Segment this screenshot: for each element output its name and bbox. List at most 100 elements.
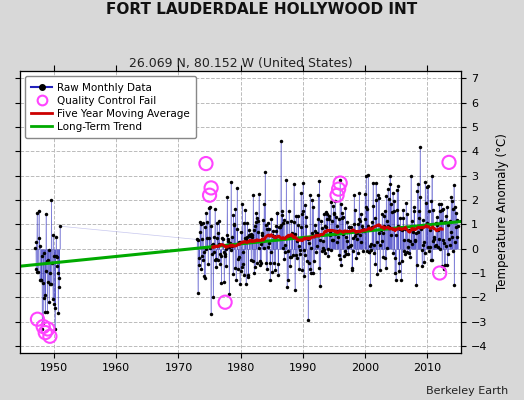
Point: [342, 251, 351, 258]
Point: [445, 218, 454, 225]
Point: [442, 243, 451, 249]
Point: [35, 277, 43, 284]
Point: [418, 217, 427, 224]
Point: [397, 225, 405, 232]
Point: [400, 237, 409, 244]
Point: [354, 220, 362, 227]
Point: [268, 269, 277, 276]
Point: [403, 211, 411, 217]
Point: [325, 232, 334, 238]
Point: [250, 222, 259, 229]
Point: [240, 272, 248, 278]
Point: [440, 240, 448, 246]
Point: [425, 248, 433, 254]
Point: [244, 272, 252, 278]
Point: [333, 222, 341, 229]
Point: [453, 216, 462, 223]
Point: [243, 233, 251, 240]
Point: [299, 180, 307, 186]
Point: [433, 227, 442, 233]
Point: [236, 239, 244, 245]
Point: [299, 208, 308, 214]
Point: [378, 254, 387, 260]
Point: [223, 194, 232, 200]
Point: [285, 234, 293, 240]
Point: [202, 246, 211, 252]
Point: [374, 230, 383, 236]
Point: [219, 242, 227, 249]
Point: [433, 222, 441, 228]
Point: [204, 235, 213, 241]
Point: [312, 248, 320, 255]
Point: [241, 207, 249, 213]
Point: [231, 205, 239, 212]
Point: [56, 223, 64, 229]
Point: [434, 235, 443, 242]
Point: [232, 226, 241, 232]
Point: [271, 236, 279, 242]
Point: [427, 198, 435, 204]
Point: [230, 222, 238, 228]
Point: [36, 242, 44, 249]
Point: [329, 237, 337, 243]
Point: [212, 256, 221, 262]
Point: [436, 245, 444, 252]
Point: [315, 264, 323, 271]
Point: [390, 198, 398, 204]
Point: [215, 240, 223, 247]
Point: [283, 218, 291, 225]
Point: [32, 266, 40, 272]
Point: [284, 248, 292, 254]
Point: [337, 201, 345, 207]
Point: [287, 254, 296, 260]
Point: [50, 252, 58, 259]
Point: [265, 226, 273, 232]
Point: [249, 227, 258, 234]
Point: [364, 172, 373, 178]
Point: [286, 254, 294, 260]
Point: [369, 242, 378, 248]
Point: [206, 310, 215, 317]
Point: [342, 234, 350, 240]
Point: [246, 231, 255, 237]
Point: [309, 204, 318, 210]
Point: [392, 232, 400, 238]
Point: [446, 241, 454, 248]
Point: [267, 216, 276, 222]
Point: [316, 282, 324, 289]
Point: [416, 214, 424, 221]
Point: [282, 284, 291, 290]
Point: [422, 184, 431, 190]
Point: [217, 253, 225, 259]
Point: [248, 258, 257, 264]
Point: [212, 264, 220, 270]
Point: [272, 209, 281, 216]
Point: [363, 248, 371, 254]
Point: [321, 209, 330, 216]
Point: [297, 190, 305, 196]
Point: [444, 221, 452, 228]
Point: [288, 230, 296, 236]
Point: [393, 186, 401, 193]
Point: [33, 210, 41, 216]
Point: [251, 264, 259, 270]
Point: [54, 310, 62, 316]
Point: [423, 220, 431, 226]
Point: [449, 248, 457, 254]
Point: [326, 228, 334, 235]
Point: [232, 277, 240, 283]
Point: [202, 160, 210, 167]
Point: [296, 251, 304, 258]
Point: [438, 263, 446, 269]
Point: [394, 183, 402, 190]
Point: [328, 236, 336, 243]
Text: Berkeley Earth: Berkeley Earth: [426, 386, 508, 396]
Point: [347, 266, 356, 273]
Point: [242, 281, 250, 288]
Point: [196, 221, 205, 227]
Point: [235, 280, 244, 287]
Point: [233, 185, 241, 192]
Point: [416, 194, 424, 200]
Point: [380, 208, 389, 214]
Point: [261, 169, 269, 175]
